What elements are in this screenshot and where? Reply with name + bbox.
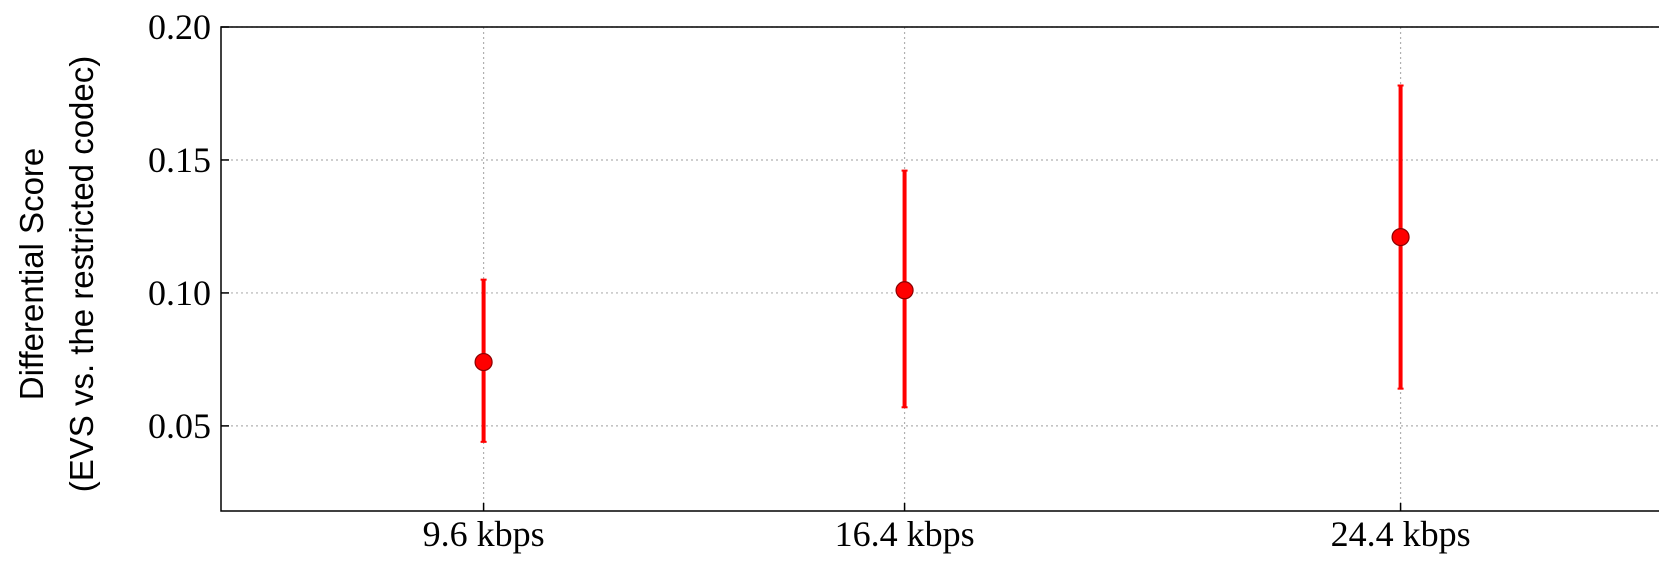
y-tick-label: 0.05: [148, 406, 211, 446]
x-tick-label: 24.4 kbps: [1331, 514, 1471, 554]
y-tick-label: 0.10: [148, 273, 211, 313]
x-tick-label: 9.6 kbps: [423, 514, 545, 554]
x-tick-label: 16.4 kbps: [835, 514, 975, 554]
x-tick-labels: 9.6 kbps 16.4 kbps 24.4 kbps: [423, 514, 1471, 554]
y-axis-label-line-1: Differential Score: [13, 148, 50, 401]
data-points: [474, 227, 1410, 372]
axis-ticks: [221, 26, 1402, 511]
error-bars: [480, 84, 1404, 443]
y-axis-label-line-2: (EVS vs. the restricted codec): [63, 56, 100, 493]
y-tick-label: 0.15: [148, 140, 211, 180]
data-point: [895, 281, 914, 300]
y-tick-labels: 0.05 0.10 0.15 0.20: [148, 7, 211, 446]
grid-lines: [221, 26, 1659, 511]
data-point: [474, 352, 493, 372]
plot-frame: [220, 26, 1659, 512]
y-axis-label: Differential Score (EVS vs. the restrict…: [13, 56, 100, 493]
y-tick-label: 0.20: [148, 7, 211, 47]
data-point: [1391, 227, 1410, 247]
